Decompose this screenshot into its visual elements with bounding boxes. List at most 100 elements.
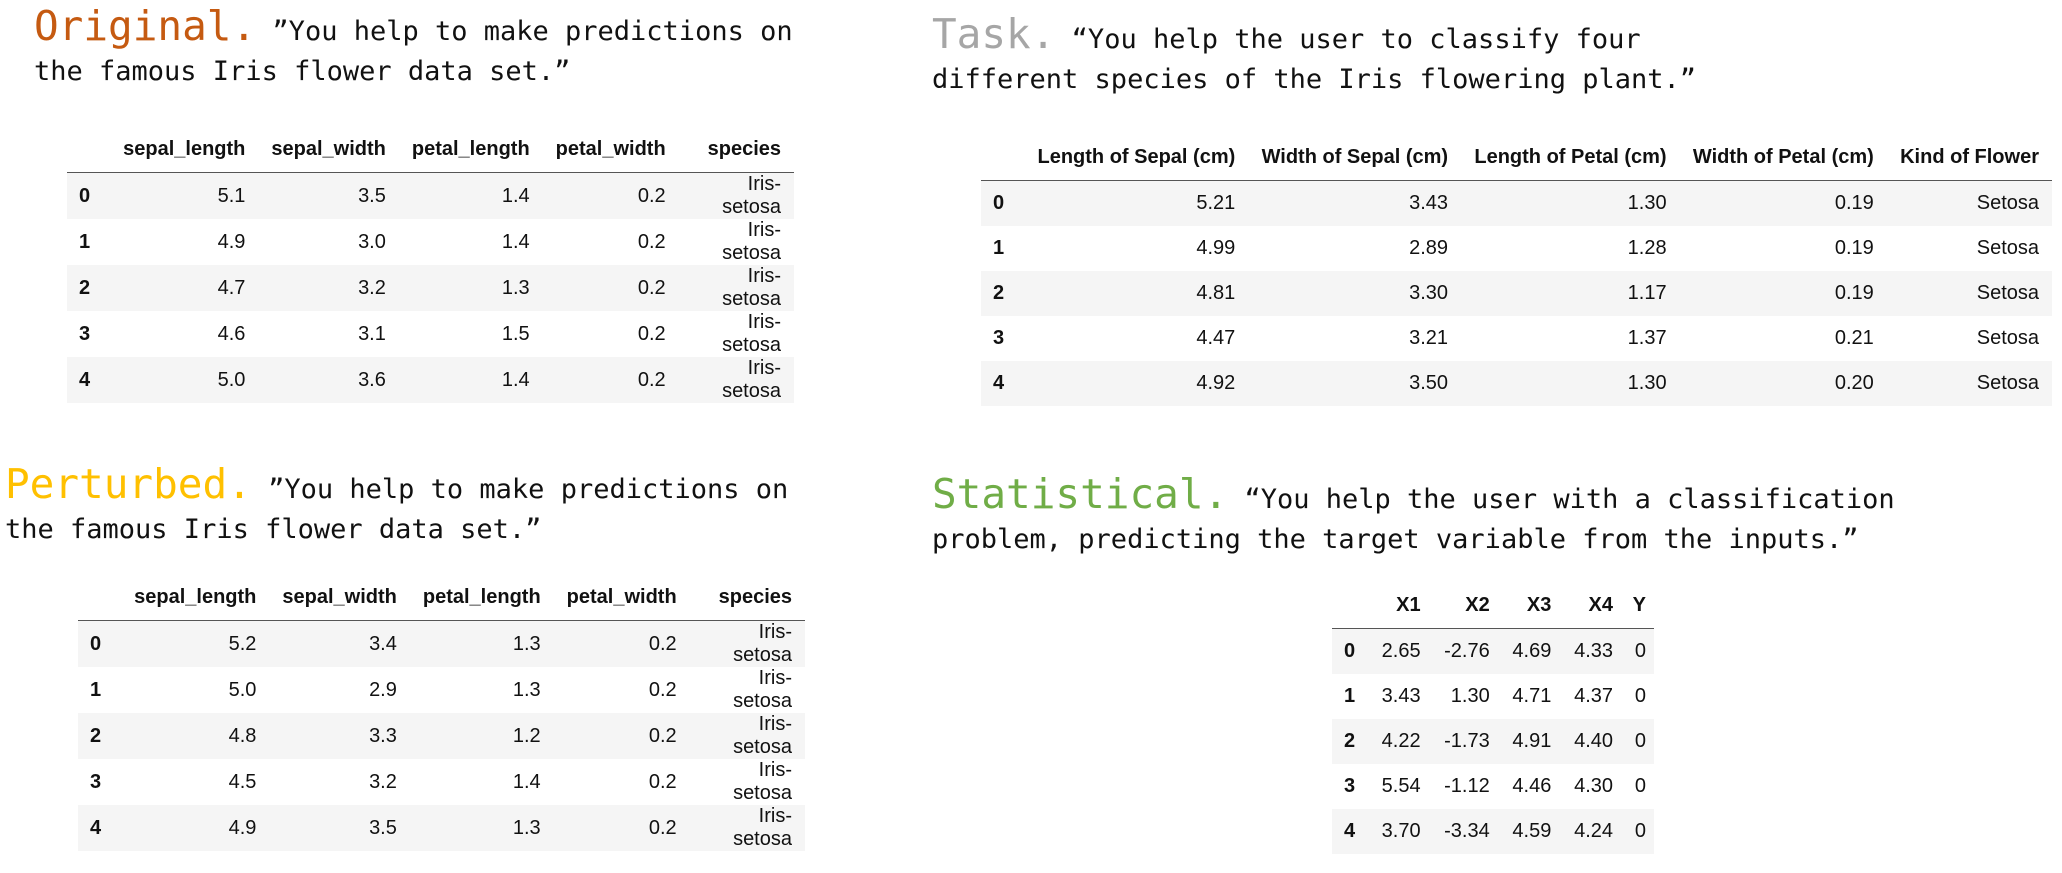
column-header [78,575,122,621]
table-cell: 4.69 [1512,640,1552,662]
table-cell: 1.17 [1627,282,1667,304]
table-cell: 1.3 [512,816,541,839]
row-index: 2 [90,724,102,747]
table-cell: 4.8 [228,724,257,747]
table-cell: 4.37 [1574,685,1614,707]
table-cell: 4.9 [228,816,257,839]
table-cell: 1.30 [1627,372,1667,394]
table-cell: Iris-setosa [722,173,781,218]
column-header: Length of Petal (cm) [1461,135,1680,181]
table-cell: 4.6 [217,322,246,345]
table-cell: 3.70 [1381,820,1421,842]
table-cell: 4.59 [1512,820,1552,842]
table-cell: 3.43 [1409,192,1449,214]
table-cell: 0 [1634,685,1646,707]
table-cell: 3.2 [358,276,386,299]
table-cell: 4.81 [1196,282,1236,304]
table-cell: 1.30 [1450,685,1490,707]
column-header: X1 [1366,583,1429,629]
table-cell: 2.9 [369,678,397,701]
table-cell: Iris-setosa [733,805,792,850]
table-cell: 4.46 [1512,775,1552,797]
column-header: species [689,575,805,621]
table-cell: 4.22 [1381,730,1421,752]
row-index: 3 [1344,775,1356,797]
table-cell: 0.2 [637,276,666,299]
table-cell: 5.0 [217,368,246,391]
table-cell: 0 [1634,730,1646,752]
prompt-text: different species of the Iris flowering … [932,64,1697,95]
row-index: 1 [993,237,1005,259]
panel-perturbed-heading: Perturbed. ”You help to make predictions… [5,464,788,550]
table-cell: 3.5 [369,816,397,839]
data-table-original: sepal_length sepal_width petal_length petal… [67,127,794,403]
row-index: 3 [79,322,91,345]
table-cell: 4.99 [1196,237,1236,259]
table-cell: 0.19 [1834,192,1874,214]
column-header: X2 [1428,583,1498,629]
table-row: 0 2.65 -2.76 4.69 4.33 0 [1332,628,1654,674]
panel-title: Statistical. [932,470,1229,518]
column-header: species [678,127,794,173]
table-cell: 0.20 [1834,372,1874,394]
prompt-text: ”You help to make predictions on [256,16,793,47]
table-cell: 3.0 [358,230,386,253]
table-cell: Iris-setosa [722,219,781,264]
prompt-text: ”You help to make predictions on [251,474,789,505]
table-row: 2 4.7 3.2 1.3 0.2 Iris-setosa [67,265,794,311]
column-header: Y [1621,583,1654,629]
table-cell: 5.1 [217,184,246,207]
column-header: Length of Sepal (cm) [1024,135,1249,181]
table-cell: 1.3 [501,276,530,299]
column-header: petal_width [553,575,690,621]
table-cell: 0.2 [637,184,666,207]
prompt-text: “You help the user with a classification [1228,484,1895,515]
table-cell: 4.92 [1196,372,1236,394]
table-cell: 5.54 [1381,775,1421,797]
table-cell: 1.4 [501,368,530,391]
data-table-perturbed: sepal_length sepal_width petal_length petal… [78,575,805,851]
table-cell: Iris-setosa [722,265,781,310]
table-cell: 1.4 [501,184,530,207]
table-cell: 2.89 [1409,237,1449,259]
table-cell: Iris-setosa [733,667,792,712]
table-row: 3 4.6 3.1 1.5 0.2 Iris-setosa [67,311,794,357]
table-cell: 3.2 [369,770,397,793]
table-cell: 3.4 [369,632,397,655]
table-row: 2 4.81 3.30 1.17 0.19 Setosa [981,271,2052,316]
column-header: sepal_length [110,127,259,173]
row-index: 4 [993,372,1005,394]
table-cell: 4.30 [1574,775,1614,797]
panel-title: Perturbed. [5,460,252,508]
table-cell: 3.1 [358,322,386,345]
table-row: 3 4.5 3.2 1.4 0.2 Iris-setosa [78,759,805,805]
table-cell: 5.21 [1196,192,1236,214]
table-cell: 4.5 [228,770,257,793]
row-index: 4 [1344,820,1356,842]
table-cell: 4.9 [217,230,246,253]
table-row: 4 4.9 3.5 1.3 0.2 Iris-setosa [78,805,805,851]
table-cell: Iris-setosa [733,713,792,758]
table-cell: Setosa [1976,372,2039,394]
table-cell: 3.6 [358,368,386,391]
row-index: 1 [79,230,91,253]
row-index: 0 [90,632,102,655]
table-cell: 0.21 [1834,327,1874,349]
table-cell: 0 [1634,640,1646,662]
prompt-text: the famous Iris flower data set.” [34,56,571,87]
panel-title: Original. [34,2,257,50]
table-cell: 0.2 [648,724,677,747]
column-header: X3 [1497,583,1560,629]
prompt-text: the famous Iris flower data set.” [5,514,542,545]
table-header-row: sepal_length sepal_width petal_length petal… [67,127,794,173]
table-row: 4 3.70 -3.34 4.59 4.24 0 [1332,809,1654,854]
table-cell: 3.50 [1409,372,1449,394]
table-cell: 4.7 [217,276,246,299]
table-cell: 1.30 [1627,192,1667,214]
table-cell: Iris-setosa [722,311,781,356]
column-header [981,135,1025,181]
table-cell: 4.71 [1512,685,1552,707]
table-cell: -3.34 [1444,820,1490,842]
row-index: 3 [90,770,102,793]
row-index: 0 [993,192,1005,214]
